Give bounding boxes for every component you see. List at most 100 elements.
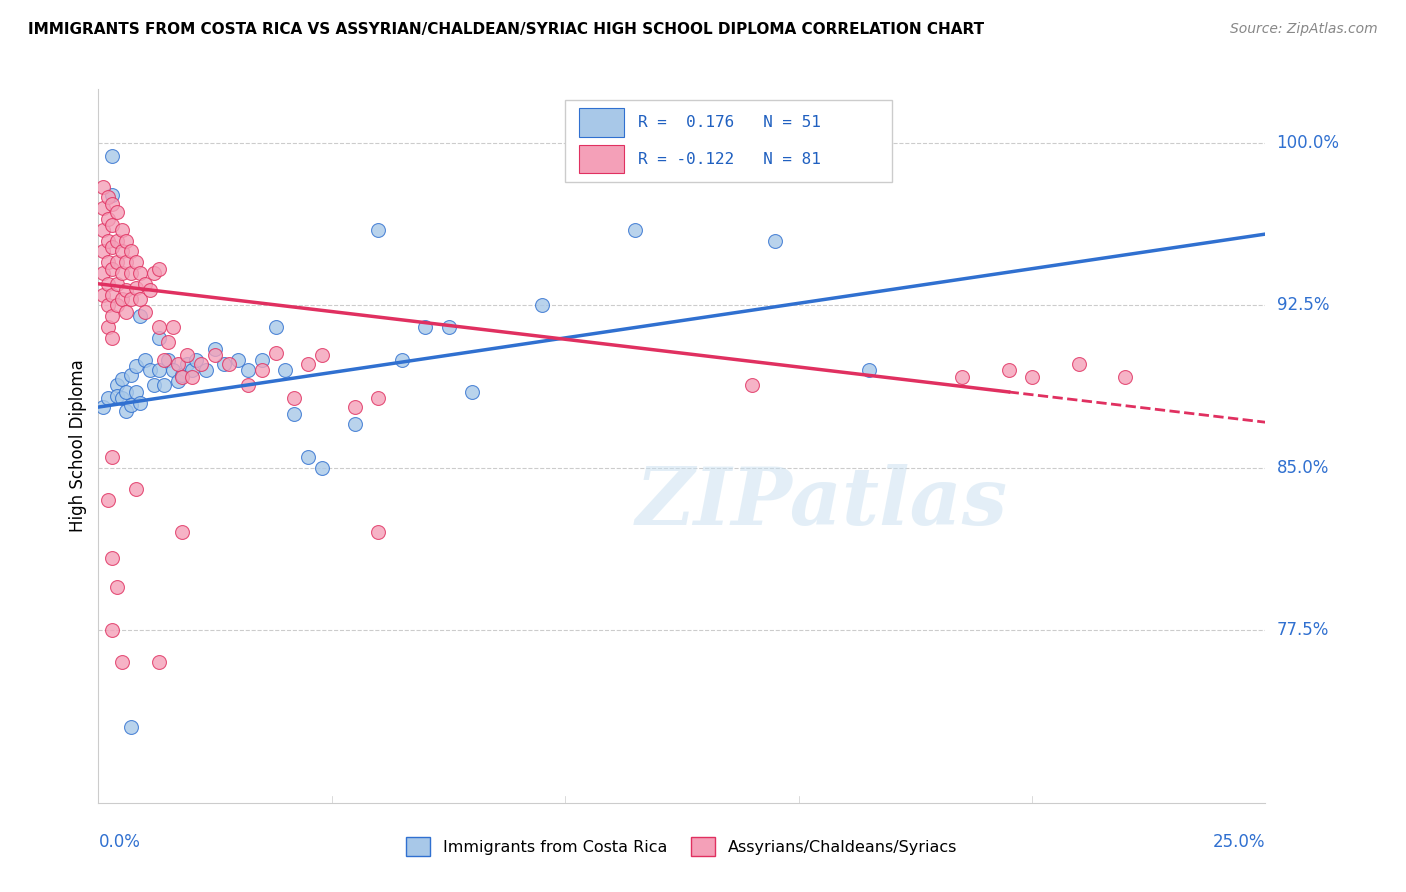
Point [105, 378, 128, 392]
Point [101, 149, 124, 163]
Text: R =  0.176   N = 51: R = 0.176 N = 51 [637, 115, 821, 130]
Point [997, 363, 1019, 377]
Point [105, 389, 128, 403]
Point [101, 551, 124, 566]
Point [367, 223, 389, 237]
Text: 0.0%: 0.0% [98, 833, 141, 851]
FancyBboxPatch shape [579, 145, 623, 173]
Point [97, 493, 120, 508]
Point [134, 277, 156, 291]
FancyBboxPatch shape [579, 109, 623, 137]
Point [105, 255, 128, 269]
Point [143, 266, 166, 280]
Point [461, 384, 484, 399]
FancyBboxPatch shape [565, 100, 891, 182]
Point [111, 244, 134, 259]
Point [1067, 357, 1090, 371]
Point [134, 352, 156, 367]
Point [125, 255, 148, 269]
Point [180, 369, 202, 384]
Point [129, 396, 152, 410]
Point [101, 219, 124, 233]
Point [97, 277, 120, 291]
Point [111, 266, 134, 280]
Point [97, 392, 120, 406]
Point [148, 363, 170, 377]
Point [204, 348, 226, 362]
Point [166, 374, 188, 388]
Point [125, 482, 148, 496]
Point [367, 525, 389, 540]
Point [101, 450, 124, 464]
Point [101, 623, 124, 637]
Point [115, 305, 138, 319]
Point [858, 363, 880, 377]
Point [125, 359, 148, 373]
Point [120, 292, 142, 306]
Point [115, 234, 138, 248]
Point [297, 357, 319, 371]
Point [236, 363, 259, 377]
Point [1114, 369, 1136, 384]
Point [105, 277, 128, 291]
Point [367, 392, 389, 406]
Point [91, 244, 114, 259]
Point [1021, 369, 1043, 384]
Point [741, 378, 763, 392]
Point [176, 357, 198, 371]
Point [391, 352, 413, 367]
Legend: Immigrants from Costa Rica, Assyrians/Chaldeans/Syriacs: Immigrants from Costa Rica, Assyrians/Ch… [399, 830, 965, 863]
Point [91, 179, 114, 194]
Point [413, 320, 436, 334]
Point [274, 363, 297, 377]
Point [437, 320, 460, 334]
Point [111, 223, 134, 237]
Point [97, 298, 120, 312]
Point [194, 363, 217, 377]
Point [139, 283, 162, 297]
Point [125, 281, 148, 295]
Point [105, 298, 128, 312]
Point [101, 240, 124, 254]
Point [91, 400, 114, 414]
Point [152, 352, 174, 367]
Point [180, 363, 202, 377]
Point [311, 348, 333, 362]
Point [91, 223, 114, 237]
Point [186, 352, 208, 367]
Point [105, 205, 128, 219]
Point [157, 335, 180, 350]
Text: 92.5%: 92.5% [1277, 296, 1329, 315]
Text: 77.5%: 77.5% [1277, 621, 1329, 639]
Point [120, 368, 142, 382]
Point [139, 363, 162, 377]
Point [115, 283, 138, 297]
Point [148, 331, 170, 345]
Point [311, 460, 333, 475]
Point [624, 223, 647, 237]
Point [148, 655, 170, 669]
Point [129, 292, 152, 306]
Point [101, 188, 124, 202]
Point [101, 287, 124, 301]
Point [111, 655, 134, 669]
Point [344, 417, 367, 432]
Text: 100.0%: 100.0% [1277, 135, 1340, 153]
Point [530, 298, 553, 312]
Text: Source: ZipAtlas.com: Source: ZipAtlas.com [1230, 22, 1378, 37]
Point [264, 320, 287, 334]
Text: ZIPatlas: ZIPatlas [636, 465, 1008, 541]
Point [950, 369, 973, 384]
Point [250, 352, 273, 367]
Point [236, 378, 259, 392]
Point [120, 266, 142, 280]
Point [101, 331, 124, 345]
Point [97, 190, 120, 204]
Y-axis label: High School Diploma: High School Diploma [69, 359, 87, 533]
Point [129, 266, 152, 280]
Point [172, 368, 194, 382]
Point [190, 357, 212, 371]
Point [91, 287, 114, 301]
Point [162, 363, 184, 377]
Point [91, 266, 114, 280]
